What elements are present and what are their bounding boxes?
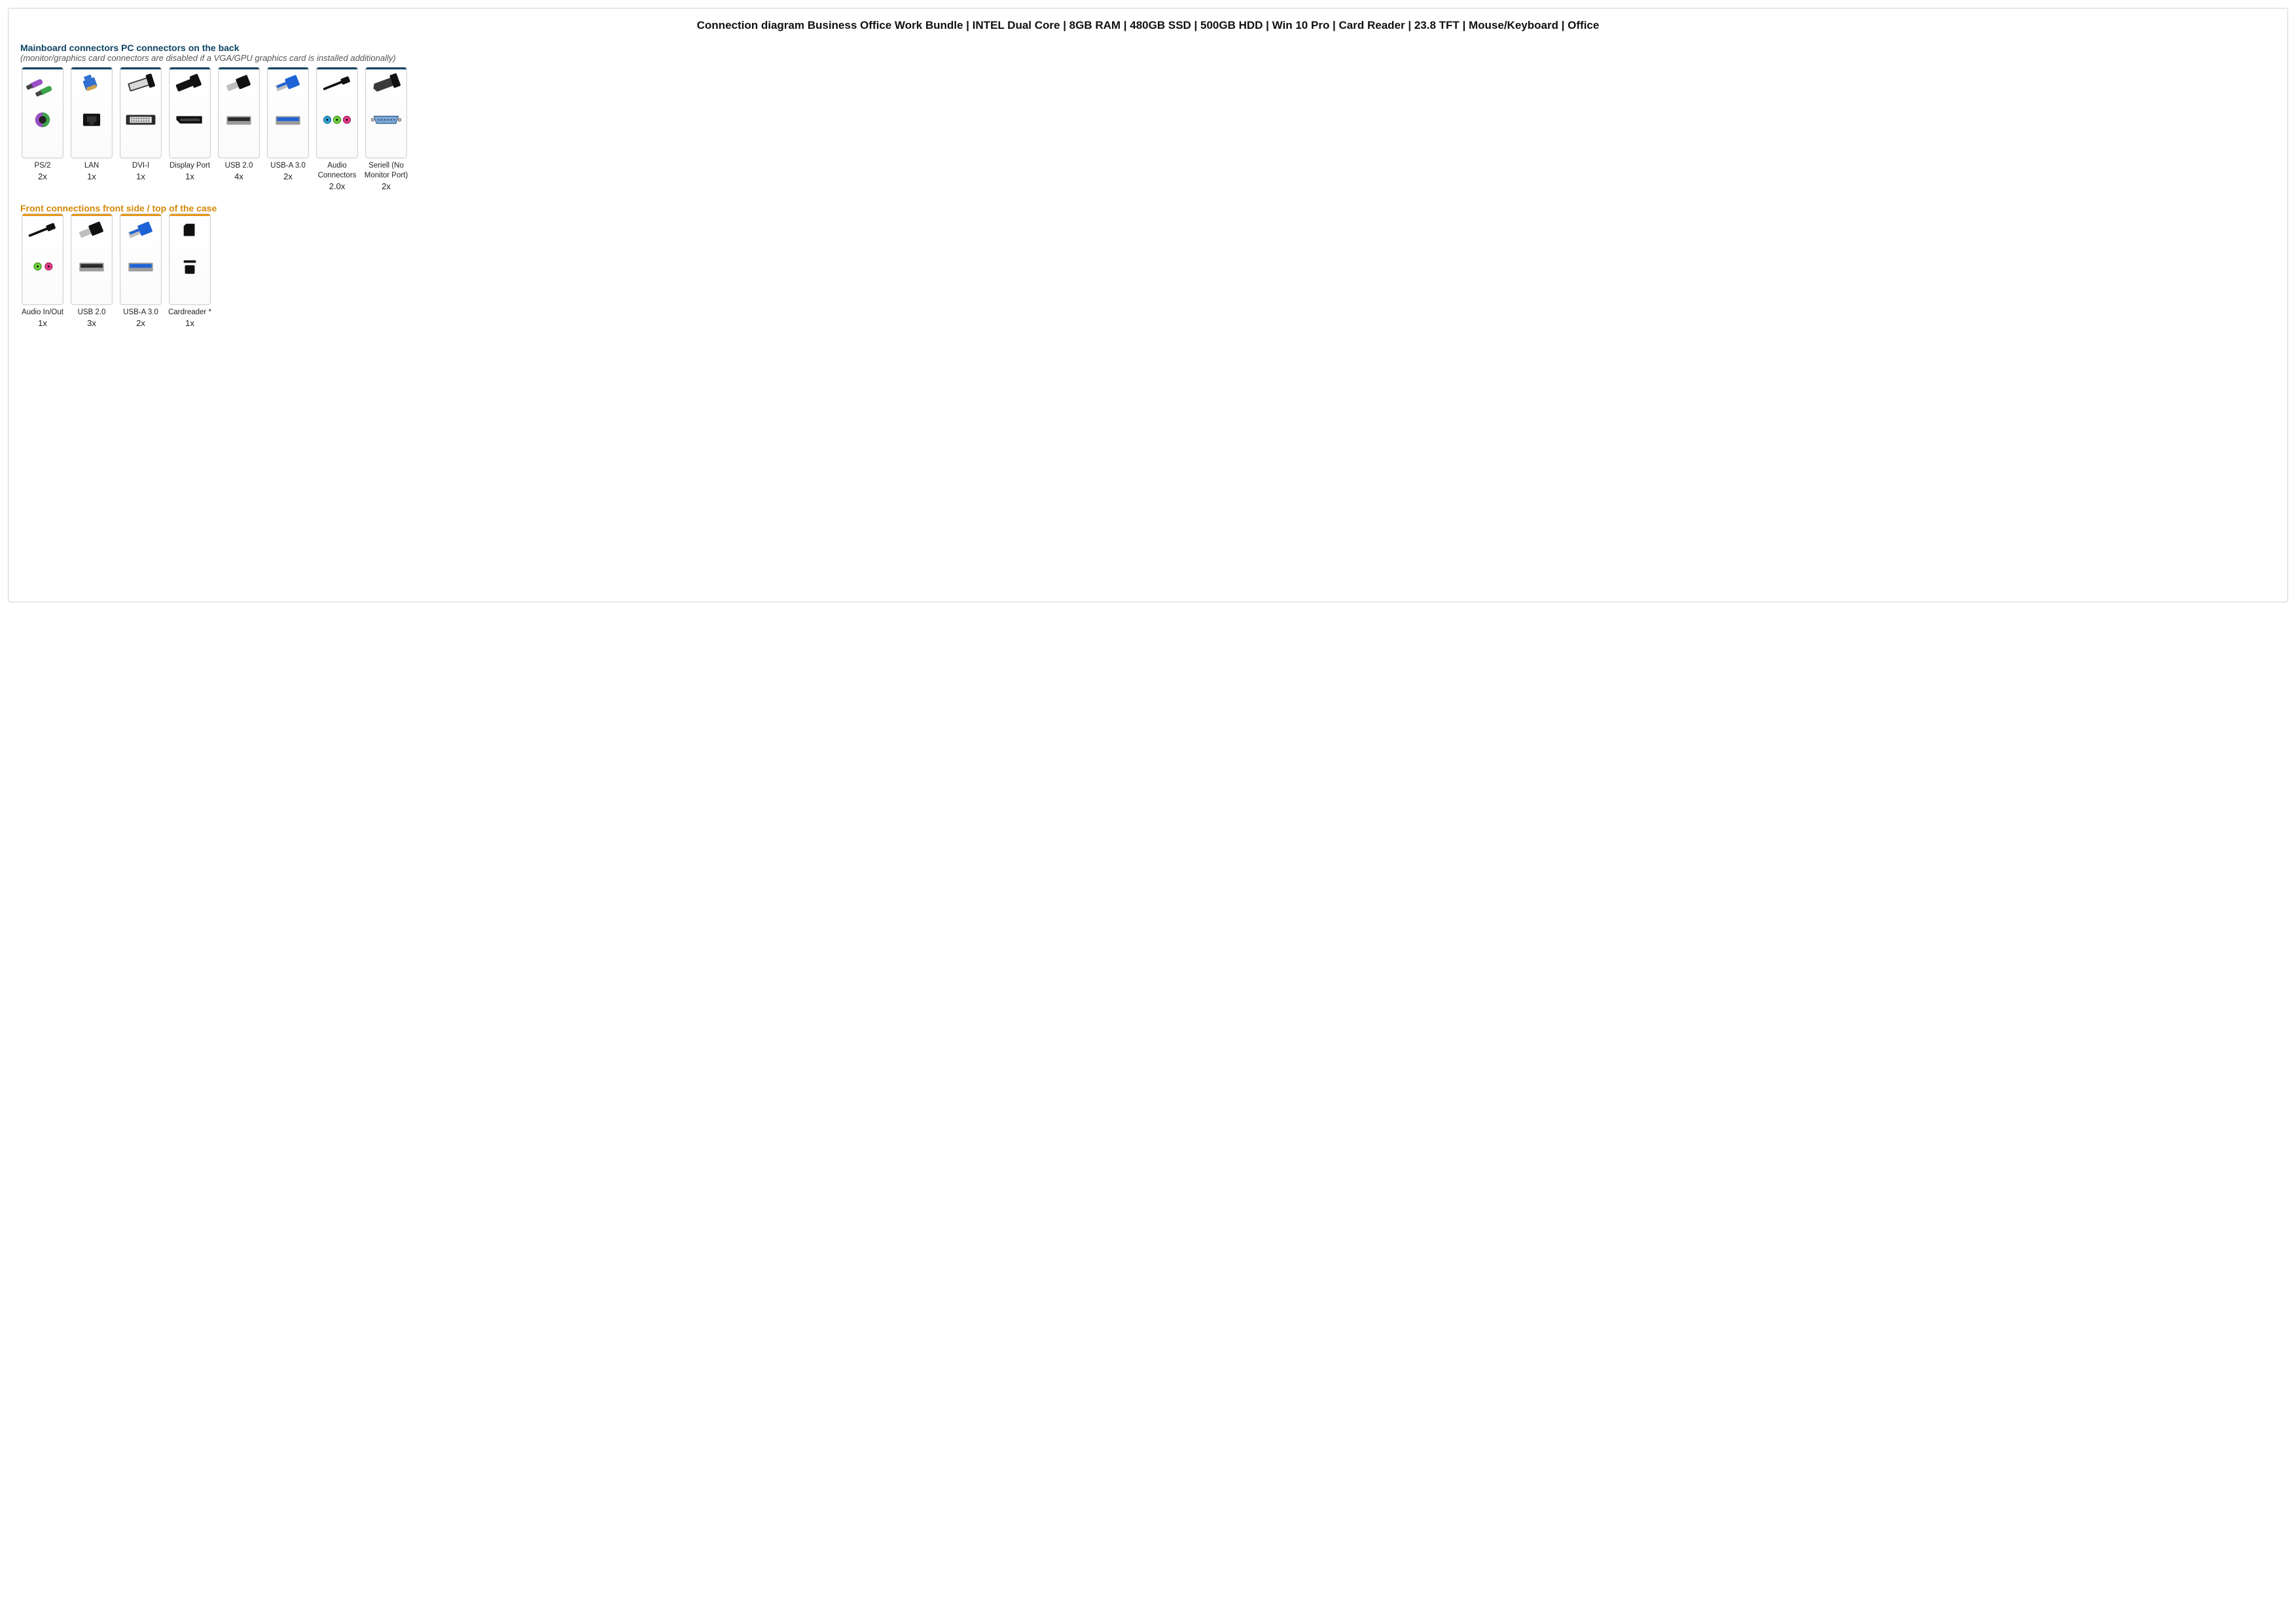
dvi-port-icon (122, 105, 159, 134)
connector-label: Display Port (170, 161, 210, 171)
connector-card (267, 67, 309, 158)
usb2-plug-icon (73, 217, 110, 246)
connector-card (365, 67, 407, 158)
connector-label: Cardreader * (168, 308, 211, 318)
card-topbar (22, 214, 63, 216)
mainboard-row: PS/22xLAN1xDVI-I1xDisplay Port1xUSB 2.04… (20, 67, 2276, 191)
connector-card (218, 67, 260, 158)
lan-port-icon (73, 105, 110, 134)
connector-item: USB-A 3.02x (118, 213, 163, 328)
sections-container: Mainboard connectors PC connectors on th… (20, 43, 2276, 328)
card-topbar (71, 214, 112, 216)
connector-item: LAN1x (69, 67, 114, 191)
connector-card (71, 213, 113, 305)
connector-card (22, 213, 63, 305)
connector-qty: 1x (38, 318, 47, 328)
connector-label: USB-A 3.0 (123, 308, 158, 318)
front-heading: Front connections front side / top of th… (20, 203, 2276, 213)
connector-item: USB 2.04x (217, 67, 261, 191)
audio2-port-icon (24, 252, 61, 281)
connector-card (22, 67, 63, 158)
connector-label: LAN (84, 161, 99, 171)
audio3-plug-icon (319, 70, 355, 99)
connector-label: Audio In/Out (22, 308, 63, 318)
usb3-port-icon (122, 252, 159, 281)
usb3-plug-icon (270, 70, 306, 99)
connector-qty: 2x (38, 172, 47, 181)
card-topbar (170, 67, 210, 69)
dp-plug-icon (171, 70, 208, 99)
connector-qty: 1x (185, 318, 194, 328)
usb2-port-icon (73, 252, 110, 281)
dvi-plug-icon (122, 70, 159, 99)
connector-qty: 1x (185, 172, 194, 181)
lan-plug-icon (73, 70, 110, 99)
usb3-port-icon (270, 105, 306, 134)
card-topbar (170, 214, 210, 216)
connector-item: Cardreader *1x (168, 213, 212, 328)
mainboard-heading: Mainboard connectors PC connectors on th… (20, 43, 2276, 53)
usb2-port-icon (221, 105, 257, 134)
connector-card (71, 67, 113, 158)
connector-label: PS/2 (35, 161, 51, 171)
card-topbar (120, 67, 161, 69)
connector-qty: 2.0x (329, 181, 346, 191)
connector-card (169, 67, 211, 158)
card-topbar (120, 214, 161, 216)
serial-plug-icon (368, 70, 404, 99)
connector-item: USB-A 3.02x (266, 67, 310, 191)
connector-qty: 4x (234, 172, 243, 181)
connector-label: Audio Connectors (315, 161, 359, 181)
connector-label: USB 2.0 (225, 161, 253, 171)
connector-card (169, 213, 211, 305)
connector-qty: 1x (87, 172, 96, 181)
connector-card (316, 67, 358, 158)
connector-qty: 2x (382, 181, 391, 191)
connector-item: Audio In/Out1x (20, 213, 65, 328)
card-topbar (22, 67, 63, 69)
connector-qty: 1x (136, 172, 145, 181)
card-topbar (317, 67, 357, 69)
card-topbar (366, 67, 406, 69)
connector-label: Seriell (No Monitor Port) (364, 161, 408, 181)
card-port-icon (171, 252, 208, 281)
card-topbar (71, 67, 112, 69)
serial-port-icon (368, 105, 404, 134)
connector-item: Seriell (No Monitor Port)2x (364, 67, 408, 191)
usb2-plug-icon (221, 70, 257, 99)
ps2-plug-icon (24, 70, 61, 99)
connector-item: DVI-I1x (118, 67, 163, 191)
page-frame: Connection diagram Business Office Work … (8, 8, 2288, 602)
ps2-port-icon (24, 105, 61, 134)
connector-item: PS/22x (20, 67, 65, 191)
connector-item: USB 2.03x (69, 213, 114, 328)
connector-label: USB 2.0 (78, 308, 106, 318)
connector-item: Audio Connectors2.0x (315, 67, 359, 191)
connector-item: Display Port1x (168, 67, 212, 191)
connector-qty: 2x (283, 172, 293, 181)
connector-qty: 3x (87, 318, 96, 328)
front-row: Audio In/Out1xUSB 2.03xUSB-A 3.02xCardre… (20, 213, 2276, 328)
audio3-port-icon (319, 105, 355, 134)
connector-label: DVI-I (132, 161, 149, 171)
connector-card (120, 213, 162, 305)
dp-port-icon (171, 105, 208, 134)
connector-card (120, 67, 162, 158)
card-topbar (219, 67, 259, 69)
card-plug-icon (171, 217, 208, 246)
audio2-plug-icon (24, 217, 61, 246)
usb3-plug-icon (122, 217, 159, 246)
card-topbar (268, 67, 308, 69)
connector-label: USB-A 3.0 (270, 161, 306, 171)
page-title: Connection diagram Business Office Work … (20, 18, 2276, 33)
connector-qty: 2x (136, 318, 145, 328)
mainboard-subheading: (monitor/graphics card connectors are di… (20, 53, 2276, 63)
